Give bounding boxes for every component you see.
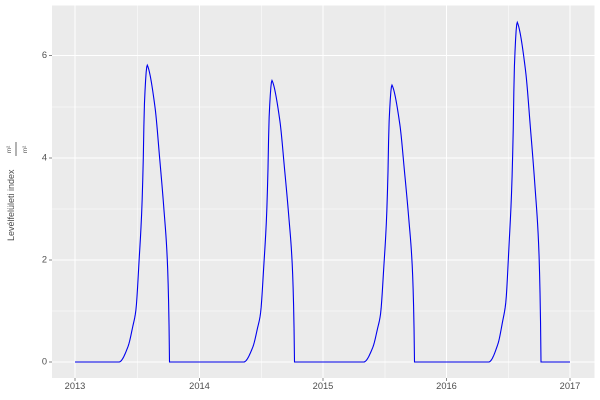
svg-text:2014: 2014 <box>189 381 210 391</box>
svg-text:6: 6 <box>42 50 47 60</box>
svg-text:2: 2 <box>42 255 47 265</box>
svg-text:2015: 2015 <box>313 381 334 391</box>
svg-text:2017: 2017 <box>560 381 581 391</box>
svg-text:m²: m² <box>6 146 13 153</box>
svg-text:2016: 2016 <box>436 381 457 391</box>
svg-text:4: 4 <box>42 153 47 163</box>
svg-text:0: 0 <box>42 357 47 367</box>
svg-text:m²: m² <box>22 146 29 153</box>
svg-text:Levélfelületi index: Levélfelületi index <box>6 169 16 241</box>
svg-text:2013: 2013 <box>65 381 86 391</box>
